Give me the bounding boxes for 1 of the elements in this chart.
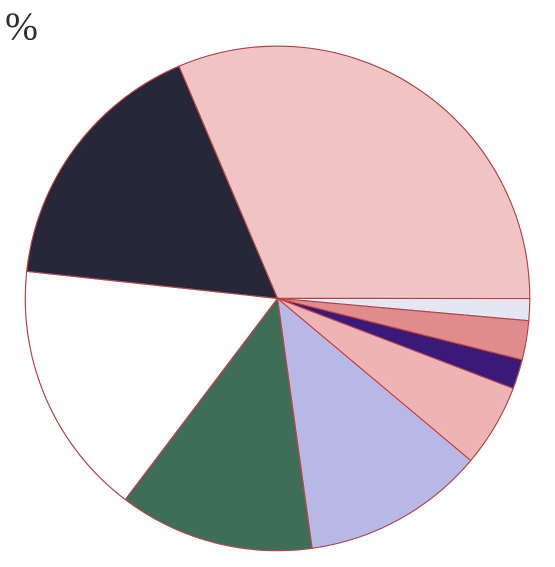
text: % xyxy=(4,4,38,49)
